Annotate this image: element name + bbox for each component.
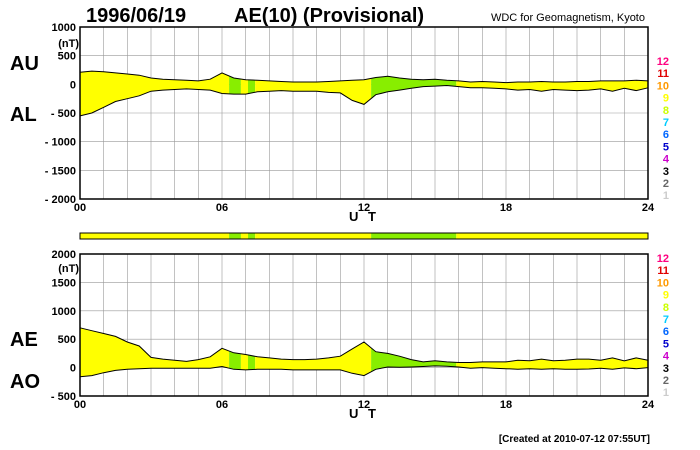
level-legend-label: 11 [657, 68, 669, 80]
y-tick-label: - 1500 [45, 165, 76, 177]
au-al-panel: 1000 500 0 - 500 - 1000 - 1500 - 2000 00 06 12 18… [10, 22, 655, 224]
index-title: AE(10) (Provisional) [234, 5, 424, 27]
au-label: AU [10, 53, 39, 75]
level-legend-label: 2 [663, 375, 669, 387]
level-legend-label: 4 [663, 154, 670, 166]
level-legend-label: 12 [657, 56, 669, 68]
level-legend-label: 10 [657, 80, 669, 92]
coverage-fill-segment [240, 353, 248, 370]
ae-ao-y-ticks: 2000 1500 1000 500 0 - 500 [51, 249, 76, 403]
coverage-fill-segment [229, 76, 241, 95]
coverage-fill-segment [80, 327, 230, 377]
level-legend-label: 7 [663, 117, 669, 129]
level-legend-label: 5 [663, 338, 669, 350]
station-bar-segment [255, 233, 372, 239]
au-al-frame [79, 26, 649, 200]
au-al-unit-label: (nT) [58, 38, 79, 50]
au-al-x-axis-label: U T [349, 209, 379, 224]
ao-series-line [79, 365, 649, 378]
level-legend-label: 5 [663, 141, 669, 153]
y-tick-label: - 1000 [45, 137, 76, 149]
level-legend-label: 6 [663, 129, 669, 141]
level-legend-label: 3 [663, 166, 669, 178]
level-legend-label: 8 [663, 302, 669, 314]
ae-label: AE [10, 329, 38, 351]
source-label: WDC for Geomagnetism, Kyoto [491, 12, 645, 24]
level-legend-label: 11 [657, 265, 669, 277]
level-legend-label: 3 [663, 363, 669, 375]
x-tick-label: 24 [642, 399, 655, 411]
ae-ao-unit-label: (nT) [58, 263, 79, 275]
level-legend-label: 1 [663, 387, 669, 399]
x-tick-label: 24 [642, 202, 655, 214]
ae-ao-panel: 2000 1500 1000 500 0 - 500 00 06 12 18 24 (nT) U … [10, 249, 655, 421]
level-legend-label: 2 [663, 178, 669, 190]
ae-series-line [79, 327, 649, 363]
ae-ao-frame [79, 253, 649, 397]
level-legend-label: 7 [663, 314, 669, 326]
al-label: AL [10, 104, 37, 126]
ao-label: AO [10, 371, 40, 393]
date-title: 1996/06/19 [86, 5, 186, 27]
y-tick-label: - 2000 [45, 194, 76, 206]
station-bar-frame [79, 232, 649, 240]
y-tick-label: 500 [58, 334, 76, 346]
station-coverage-bar [80, 233, 648, 239]
x-tick-label: 18 [500, 202, 512, 214]
coverage-fill-segment [371, 76, 457, 99]
created-timestamp: [Created at 2010-07-12 07:55UT] [499, 434, 650, 445]
y-tick-label: 1000 [52, 22, 76, 34]
y-tick-label: 2000 [52, 249, 76, 261]
level-legend-label: 1 [663, 190, 669, 202]
coverage-fill-segment [229, 351, 241, 370]
coverage-fill-segment [255, 342, 372, 376]
level-legend-label: 9 [663, 290, 669, 302]
coverage-fill-segment [255, 78, 372, 105]
ae-ao-x-axis-label: U T [349, 406, 379, 421]
station-bar-segment [371, 233, 457, 239]
coverage-fill-segment [80, 71, 230, 116]
au-series-line [79, 70, 649, 84]
coverage-fill-segment [456, 357, 648, 370]
level-legend-label: 4 [663, 351, 670, 363]
y-tick-label: 500 [58, 51, 76, 63]
au-al-gridlines [80, 27, 648, 199]
au-al-x-ticks: 00 06 12 18 24 [74, 202, 655, 214]
y-tick-label: 1500 [52, 277, 76, 289]
x-tick-label: 06 [216, 399, 228, 411]
y-tick-label: 1000 [52, 306, 76, 318]
x-tick-label: 00 [74, 399, 86, 411]
station-bar-segment [248, 233, 256, 239]
level-legend-label: 9 [663, 93, 669, 105]
y-tick-label: 0 [70, 363, 76, 375]
x-tick-label: 12 [358, 202, 370, 214]
coverage-fill-segment [248, 79, 256, 94]
level-legend-label: 8 [663, 105, 669, 117]
y-tick-label: - 500 [51, 108, 76, 120]
station-bar-segment [80, 233, 230, 239]
x-tick-label: 00 [74, 202, 86, 214]
x-tick-label: 06 [216, 202, 228, 214]
x-tick-label: 18 [500, 399, 512, 411]
station-bar-segment [456, 233, 648, 239]
y-tick-label: - 500 [51, 391, 76, 403]
x-tick-label: 12 [358, 399, 370, 411]
level-legend-label: 10 [657, 277, 669, 289]
ae-ao-gridlines [80, 254, 648, 396]
au-al-y-ticks: 1000 500 0 - 500 - 1000 - 1500 - 2000 [45, 22, 76, 206]
coverage-fill-segment [248, 355, 256, 370]
ae-ao-x-ticks: 00 06 12 18 24 [74, 399, 655, 411]
al-series-line [79, 84, 649, 117]
level-legend-label: 6 [663, 326, 669, 338]
station-bar-segment [240, 233, 249, 239]
station-bar-segment [229, 233, 241, 239]
coverage-fill-segment [240, 79, 248, 95]
level-legend-label: 12 [657, 253, 669, 265]
y-tick-label: 0 [70, 79, 76, 91]
